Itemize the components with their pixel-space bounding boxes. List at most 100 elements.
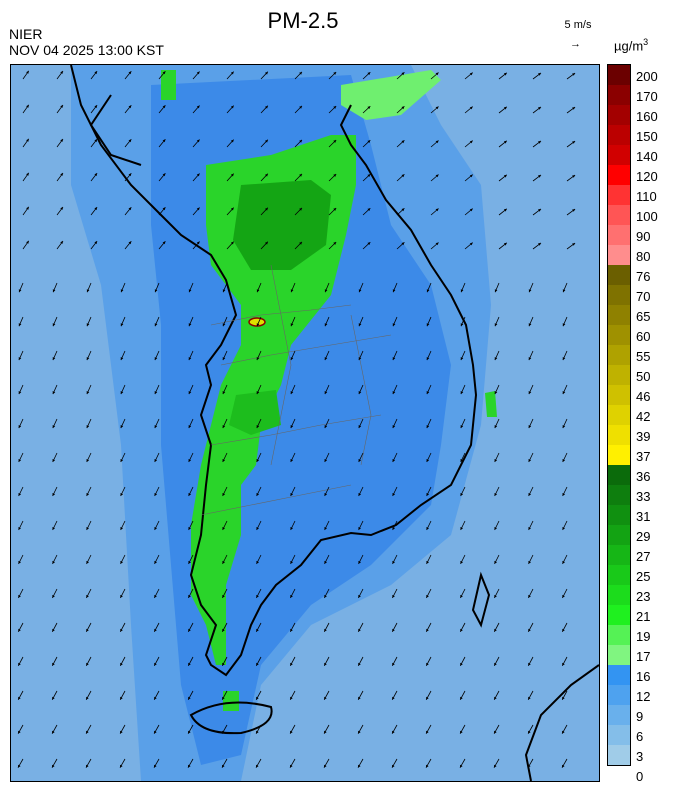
wind-arrow-head <box>324 560 327 564</box>
colorbar-swatch <box>608 585 630 605</box>
wind-arrow-head <box>528 459 532 462</box>
colorbar-swatch <box>608 325 630 345</box>
organization-label: NIER <box>9 26 43 42</box>
wind-arrow-head <box>52 323 56 327</box>
colorbar-swatch <box>608 185 630 205</box>
wind-arrow-head <box>86 662 89 666</box>
wind-arrow-head <box>290 560 293 564</box>
wind-arrow-head <box>154 628 157 632</box>
wind-arrow-head <box>94 139 98 143</box>
wind-arrow-head <box>18 594 21 598</box>
jeju-coastline <box>189 701 273 735</box>
wind-arrow-head <box>222 764 225 768</box>
wind-arrow-head <box>528 289 532 293</box>
wind-arrow-head <box>188 594 191 598</box>
wind-arrow-head <box>426 560 429 564</box>
wind-arrow-head <box>52 628 55 632</box>
wind-arrow-head <box>392 594 395 598</box>
wind-arrow-head <box>392 730 395 734</box>
wind-arrow-head <box>265 71 268 75</box>
wind-arrow-head <box>324 527 327 530</box>
wind-arrow-head <box>562 425 566 429</box>
wind-arrow-head <box>18 628 21 632</box>
wind-arrow-head <box>392 628 395 632</box>
wind-arrow-head <box>94 71 98 75</box>
wind-arrow-head <box>562 662 565 666</box>
wind-arrow-head <box>222 323 226 327</box>
wind-arrow-head <box>572 243 576 246</box>
coastline-group <box>70 65 599 781</box>
wind-arrow-head <box>120 493 124 496</box>
wind-arrow-head <box>528 493 532 496</box>
wind-arrow-head <box>120 459 124 462</box>
wind-arrow-head <box>188 493 192 496</box>
wind-arrow-head <box>188 459 192 462</box>
wind-arrow-head <box>256 696 259 700</box>
wind-arrow-head <box>392 493 396 496</box>
wind-arrow-head <box>358 493 362 496</box>
colorbar-tick-label: 12 <box>636 689 651 704</box>
wind-arrow-head <box>401 72 405 76</box>
wind-arrow-head <box>324 594 327 598</box>
wind-arrow-head <box>358 730 361 734</box>
wind-arrow-head <box>52 560 55 564</box>
wind-arrow-head <box>324 425 328 429</box>
colorbar-tick-label: 200 <box>636 69 658 84</box>
wind-arrow-head <box>256 594 259 598</box>
wind-arrow-head <box>290 459 294 462</box>
wind-arrow-head <box>120 323 124 327</box>
wind-arrow-head <box>26 240 29 244</box>
wind-arrow-head <box>94 105 98 109</box>
wind-vector-field <box>17 70 576 768</box>
wind-arrow-head <box>572 209 576 212</box>
wind-arrow-head <box>333 106 337 109</box>
wind-arrow-head <box>503 106 507 110</box>
colorbar-tick-label: 110 <box>636 189 657 204</box>
colorbar-swatch <box>608 405 630 425</box>
wind-arrow-head <box>94 173 98 177</box>
colorbar-tick-label: 19 <box>636 629 651 644</box>
wind-arrow-head <box>426 357 430 361</box>
wind-arrow-head <box>188 662 191 666</box>
wind-arrow-head <box>562 730 565 734</box>
wind-arrow-head <box>435 140 439 144</box>
wind-arrow-head <box>324 628 327 632</box>
wind-arrow-head <box>494 357 498 361</box>
wind-arrow-head <box>358 594 361 598</box>
wind-arrow-head <box>222 527 225 530</box>
wind-arrow-head <box>154 425 158 429</box>
pm25-map <box>10 64 600 782</box>
colorbar-swatch <box>608 245 630 265</box>
wind-arrow-head <box>120 357 124 361</box>
colorbar-tick-label: 3 <box>636 749 644 764</box>
unit-label: µg/m3 <box>614 37 648 53</box>
colorbar-swatch <box>608 345 630 365</box>
wind-arrow-head <box>460 764 463 768</box>
colorbar-tick-label: 100 <box>636 209 658 224</box>
wind-arrow-head <box>358 696 361 700</box>
wind-arrow-head <box>52 764 55 768</box>
wind-arrow-head <box>256 560 259 564</box>
wind-arrow-head <box>401 208 405 212</box>
wind-arrow-head <box>538 106 541 110</box>
wind-arrow-head <box>52 459 56 462</box>
wind-arrow-head <box>222 459 226 462</box>
wind-arrow-head <box>538 72 541 76</box>
wind-arrow-head <box>188 357 192 361</box>
wind-arrow-head <box>392 560 395 564</box>
wind-arrow-head <box>460 391 464 395</box>
wind-arrow-head <box>18 323 22 327</box>
colorbar-swatch <box>608 505 630 525</box>
light-green-zone-northeast <box>341 70 441 120</box>
wind-arrow-head <box>18 357 22 361</box>
colorbar-tick-label: 170 <box>636 89 658 104</box>
wind-arrow-head <box>426 323 430 327</box>
wind-arrow-head <box>358 323 362 327</box>
wind-arrow-head <box>230 105 234 109</box>
colorbar-tick-label: 65 <box>636 309 651 324</box>
wind-arrow-head <box>392 459 396 462</box>
wind-reference-label: 5 m/s <box>564 19 592 31</box>
green-spot-northwest <box>161 70 176 100</box>
wind-arrow-head <box>460 730 463 734</box>
colorbar-swatch <box>608 485 630 505</box>
